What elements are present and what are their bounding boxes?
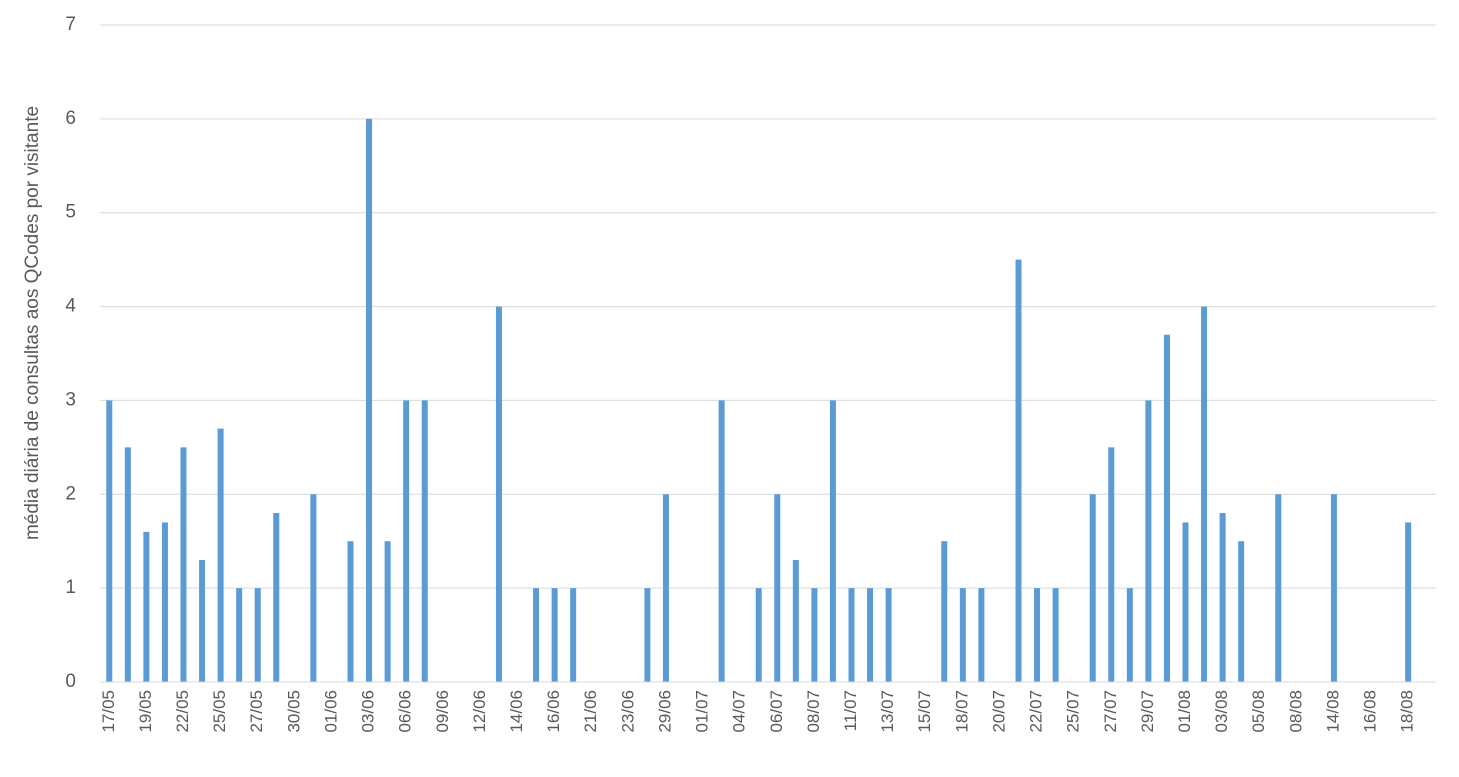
x-tick-label: 05/08 [1249, 690, 1268, 733]
bar [273, 513, 280, 682]
x-tick-label: 15/07 [915, 690, 934, 733]
bar [495, 306, 502, 682]
x-tick-label: 06/06 [396, 690, 415, 733]
x-tick-label: 25/05 [210, 690, 229, 733]
bar [644, 588, 651, 682]
x-tick-label: 03/08 [1212, 690, 1231, 733]
bar [236, 588, 243, 682]
bar [1015, 259, 1022, 682]
bar [143, 531, 150, 682]
x-tick-label: 11/07 [841, 690, 860, 731]
x-tick-label: 27/05 [247, 690, 266, 733]
bar [217, 428, 224, 682]
x-tick-label: 08/08 [1286, 690, 1305, 733]
bar [829, 400, 836, 682]
y-tick-label: 0 [65, 671, 76, 692]
x-tick-label: 27/07 [1101, 690, 1120, 733]
x-tick-label: 03/06 [359, 690, 378, 733]
bar [774, 494, 781, 682]
x-tick-label: 17/05 [99, 690, 118, 733]
bar [1219, 513, 1226, 682]
bar [1182, 522, 1189, 682]
bar [570, 588, 577, 682]
bar [347, 541, 354, 682]
bar [1405, 522, 1412, 682]
y-tick-label: 1 [65, 577, 76, 598]
x-tick-label: 23/06 [618, 690, 637, 733]
bar [792, 559, 799, 682]
bar [662, 494, 669, 682]
bar [254, 588, 261, 682]
bar [161, 522, 168, 682]
bar [1034, 588, 1041, 682]
bar [978, 588, 985, 682]
bar [310, 494, 317, 682]
bar [106, 400, 113, 682]
x-tick-label: 20/07 [989, 690, 1008, 733]
bar [366, 118, 373, 683]
bar [384, 541, 391, 682]
y-tick-label: 4 [65, 296, 76, 317]
bar [1201, 306, 1208, 682]
x-tick-label: 22/07 [1027, 690, 1046, 733]
x-tick-label: 30/05 [284, 690, 303, 733]
bar [1275, 494, 1282, 682]
y-tick-label: 6 [65, 108, 76, 129]
x-tick-label: 18/08 [1398, 690, 1417, 733]
x-tick-label: 22/05 [173, 690, 192, 733]
bar [885, 588, 892, 682]
bar [533, 588, 540, 682]
y-tick-label: 5 [65, 202, 76, 223]
x-tick-label: 29/06 [655, 690, 674, 733]
x-tick-label: 16/06 [544, 690, 563, 733]
bar [1163, 334, 1170, 682]
bar [1145, 400, 1152, 682]
x-tick-label: 06/07 [767, 690, 786, 733]
bar [180, 447, 187, 682]
x-tick-label: 16/08 [1361, 690, 1380, 733]
bar [551, 588, 558, 682]
bar [1238, 541, 1245, 682]
bar [199, 559, 206, 682]
bar [1108, 447, 1115, 682]
x-tick-label: 21/06 [581, 690, 600, 733]
y-tick-label: 7 [65, 14, 76, 35]
x-tick-label: 04/07 [730, 690, 749, 733]
bar [718, 400, 725, 682]
bar [959, 588, 966, 682]
x-tick-label: 01/06 [321, 690, 340, 733]
bar [1126, 588, 1133, 682]
bar [1330, 494, 1337, 682]
bar [421, 400, 428, 682]
x-tick-label: 29/07 [1138, 690, 1157, 733]
bar [124, 447, 131, 682]
bar [1052, 588, 1059, 682]
x-tick-label: 14/08 [1323, 690, 1342, 733]
y-axis-title: média diária de consultas aos QCodes por… [22, 106, 43, 540]
x-tick-label: 01/08 [1175, 690, 1194, 733]
x-tick-label: 25/07 [1064, 690, 1083, 733]
x-tick-label: 12/06 [470, 690, 489, 733]
x-tick-label: 19/05 [136, 690, 155, 733]
bar [755, 588, 762, 682]
y-tick-label: 2 [65, 483, 76, 504]
x-tick-label: 08/07 [804, 690, 823, 733]
x-tick-label: 09/06 [433, 690, 452, 733]
x-tick-label: 18/07 [952, 690, 971, 733]
y-tick-label: 3 [65, 389, 76, 410]
bar [811, 588, 818, 682]
bar [848, 588, 855, 682]
bar [941, 541, 948, 682]
x-tick-label: 01/07 [693, 690, 712, 733]
bar [403, 400, 410, 682]
x-tick-label: 13/07 [878, 690, 897, 733]
bar [1089, 494, 1096, 682]
bar [867, 588, 874, 682]
x-tick-label: 14/06 [507, 690, 526, 733]
